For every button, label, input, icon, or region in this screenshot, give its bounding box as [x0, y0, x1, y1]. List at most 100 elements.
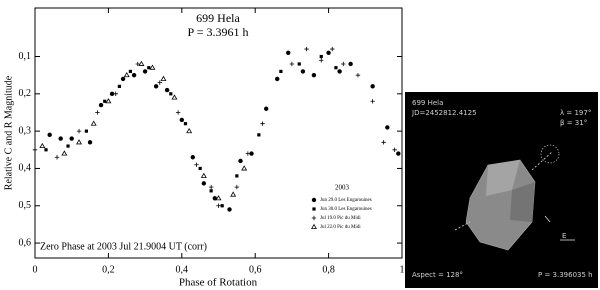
x-tick-label: 0,4 [176, 264, 189, 275]
point [164, 87, 170, 93]
asteroid-facet [486, 160, 520, 196]
point [279, 69, 283, 74]
point [153, 84, 159, 89]
point [209, 189, 213, 193]
point [257, 133, 261, 137]
legend-label: Jul 19.0 Pic du Midi [320, 216, 361, 221]
point [84, 129, 88, 133]
point [264, 106, 269, 111]
panel-period: P = 3.396035 h [538, 271, 593, 279]
point [337, 69, 342, 74]
point [370, 99, 375, 104]
point [160, 75, 167, 81]
y-tick-label: 0,3 [19, 125, 32, 136]
point [175, 110, 181, 115]
y-tick-label: 0,6 [19, 237, 32, 248]
point [109, 91, 115, 97]
point [300, 69, 306, 74]
point [54, 155, 60, 160]
chart-title: 699 Hela [196, 11, 240, 25]
north-mark [544, 215, 551, 223]
point [330, 46, 335, 52]
legend-marker [311, 197, 317, 203]
point [117, 84, 122, 88]
point [61, 150, 68, 156]
point [103, 99, 107, 103]
point [95, 110, 100, 115]
point [135, 61, 140, 67]
legend-marker [312, 207, 316, 211]
point [227, 207, 232, 212]
point [289, 61, 295, 67]
x-tick-label: 0,6 [249, 264, 262, 275]
point [147, 66, 151, 70]
x-tick-label: 0,8 [322, 264, 335, 275]
point [212, 196, 218, 201]
point [138, 60, 145, 66]
point [87, 140, 93, 145]
spin-axis [454, 221, 471, 231]
point [186, 127, 193, 134]
point [238, 158, 243, 164]
point [190, 155, 196, 160]
y-tick-label: 0,1 [19, 51, 32, 62]
point [200, 172, 207, 178]
x-axis-label: Phase of Rotation [179, 277, 258, 289]
point [326, 50, 331, 55]
point [183, 122, 188, 126]
y-tick-label: 0,5 [19, 200, 32, 211]
spin-axis [531, 151, 553, 171]
panel-name: 699 Hela [412, 99, 443, 107]
point [275, 76, 280, 82]
point [385, 125, 390, 130]
point [32, 147, 38, 152]
legend-marker [311, 223, 317, 229]
panel-east: E [562, 232, 566, 240]
annotation: Zero Phase at 2003 Jul 21.9004 UT (corr) [40, 241, 207, 252]
point [105, 98, 112, 104]
point [286, 50, 291, 55]
point [381, 140, 386, 145]
model-panel: 699 Hela JD=2452812.4125 λ = 197° β = 31… [405, 92, 598, 288]
point [348, 61, 353, 67]
point [39, 142, 46, 149]
point [142, 69, 148, 74]
legend-label: Jun 29.0 Les Engarouines [320, 198, 372, 203]
chart-subtitle: P = 3.3961 h [188, 25, 249, 39]
point [179, 117, 184, 123]
legend-label: Jun 30.0 Les Engarouines [320, 207, 372, 212]
y-tick-label: 0,4 [19, 163, 32, 174]
point [98, 102, 104, 108]
point [245, 151, 251, 156]
point [319, 54, 323, 59]
point [370, 84, 375, 89]
panel-beta: β = 31° [560, 119, 587, 127]
point [149, 64, 156, 70]
point [396, 151, 401, 156]
point [234, 184, 240, 190]
point [311, 72, 317, 78]
point [171, 94, 178, 100]
point [392, 147, 397, 152]
point [319, 58, 324, 63]
point [157, 80, 162, 85]
point [341, 61, 346, 67]
legend-title: 2003 [335, 184, 350, 192]
plot-frame [34, 7, 403, 259]
panel-jd: JD=2452812.4125 [411, 109, 477, 117]
point [201, 181, 207, 186]
point [297, 62, 301, 66]
spin-marker [540, 144, 560, 164]
point [304, 46, 309, 52]
point [334, 66, 338, 70]
legend-label: Jul 22.0 Pic du Midi [320, 225, 361, 230]
point [235, 174, 239, 178]
point [355, 72, 361, 78]
point [198, 166, 202, 171]
point [66, 144, 70, 148]
x-tick-label: 0,2 [102, 264, 115, 275]
point [120, 76, 126, 82]
point [128, 69, 133, 74]
